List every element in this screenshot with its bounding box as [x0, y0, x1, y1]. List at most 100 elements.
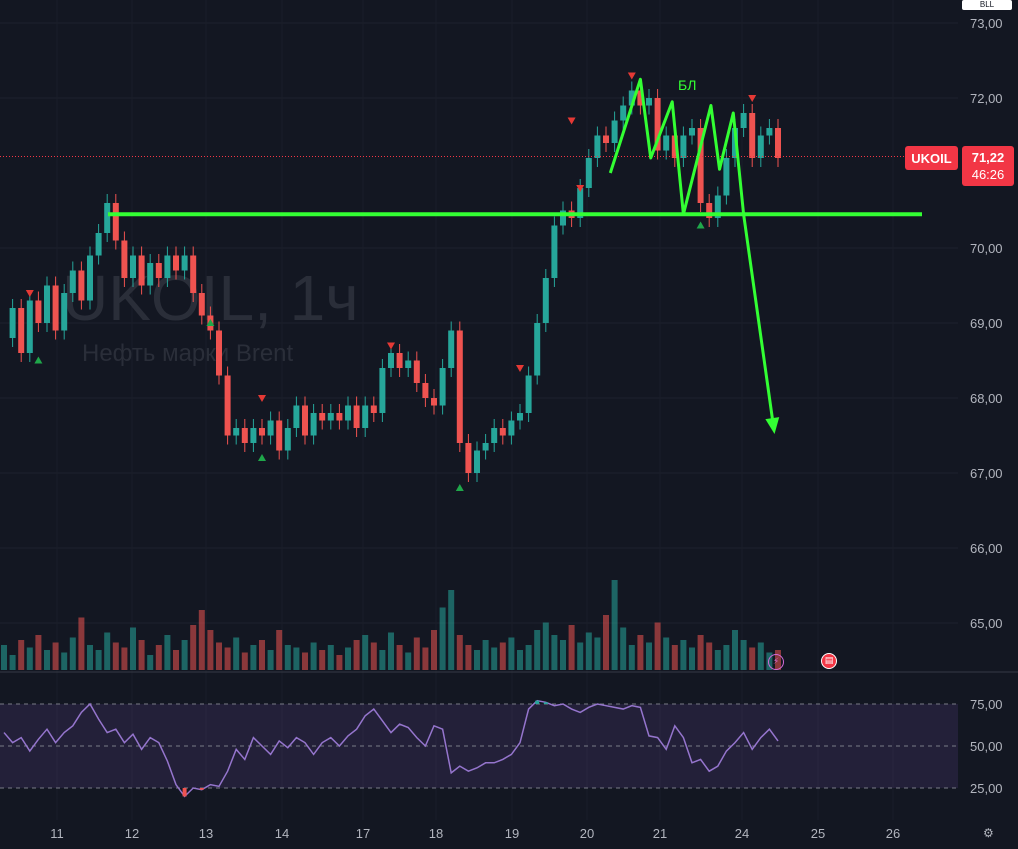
time-axis[interactable]: 11 12 13 14 17 18 19 20 21 24 25 26: [50, 826, 900, 841]
volume-bar: [482, 640, 489, 670]
price-tick-label: 68,00: [970, 391, 1003, 406]
volume-bar: [284, 645, 291, 670]
us-flag-icon[interactable]: ▤: [821, 653, 837, 669]
price-tick-label: 72,00: [970, 91, 1003, 106]
candle-body: [628, 90, 635, 106]
sell-signal-marker: [567, 117, 576, 125]
candle-body: [517, 413, 523, 421]
watermark-subtitle: Нефть марки Brent: [82, 340, 294, 367]
candle-body: [551, 225, 558, 278]
volume-bar: [654, 622, 661, 670]
volume-bar: [560, 640, 566, 670]
candle-body: [706, 203, 713, 218]
candle-body: [362, 405, 369, 428]
candle-body: [259, 428, 265, 436]
volume-bar: [474, 650, 480, 670]
volume-bar: [577, 642, 584, 670]
time-tick-label: 14: [275, 826, 289, 841]
volume-bar: [61, 652, 68, 670]
volume-bar: [353, 640, 360, 670]
signal-markers: [25, 72, 757, 491]
candle-body: [155, 263, 162, 278]
candle-body: [723, 158, 730, 196]
volume-bar: [405, 652, 412, 670]
time-tick-label: 21: [653, 826, 667, 841]
volume-bar: [689, 647, 695, 670]
volume-bar: [130, 627, 136, 670]
candle-body: [405, 360, 412, 368]
volume-bar: [499, 642, 506, 670]
candle-body: [637, 90, 644, 106]
candle-body: [542, 278, 549, 323]
buy-signal-marker: [258, 454, 266, 461]
candle-body: [284, 428, 291, 451]
volume-bar: [233, 637, 240, 670]
candle-body: [671, 135, 678, 158]
volume-bar: [431, 630, 437, 670]
volume-bar: [147, 655, 154, 670]
volume-bar: [732, 630, 738, 670]
head-and-shoulders-pattern[interactable]: [608, 77, 776, 429]
candle-body: [585, 158, 592, 188]
price-grid: [0, 22, 958, 624]
price-tick-label: 73,00: [970, 16, 1003, 31]
volume-bar: [508, 637, 515, 670]
buy-signal-marker: [696, 221, 705, 229]
volume-bar: [35, 635, 42, 670]
settings-gear-icon[interactable]: ⚙: [983, 826, 994, 840]
volume-bar: [413, 637, 420, 670]
volume-bar: [104, 632, 111, 670]
rsi-tick-label: 75,00: [970, 697, 1003, 712]
volume-bar: [396, 645, 403, 670]
candle-body: [714, 195, 721, 218]
candle-body: [663, 135, 670, 151]
rsi-overbought-fill: [182, 700, 548, 797]
volume-bar: [620, 627, 627, 670]
volume-bar: [542, 622, 549, 670]
candles[interactable]: [9, 81, 781, 483]
candle-body: [250, 428, 257, 443]
volume-bar: [112, 642, 119, 670]
candle-body: [18, 308, 25, 353]
candle-body: [233, 428, 240, 436]
volume-bar: [336, 655, 343, 670]
price-axis[interactable]: 73,00 72,00 70,00 69,00 68,00 67,00 66,00 65,00: [970, 16, 1003, 631]
volume-bar: [594, 637, 601, 670]
candle-body: [370, 405, 377, 413]
volume-bar: [603, 615, 609, 670]
volume-bar: [517, 650, 523, 670]
candle-body: [534, 323, 541, 376]
candle-body: [198, 293, 205, 316]
volume-bar: [585, 632, 592, 670]
candle-body: [775, 128, 781, 158]
volume-bar: [181, 640, 188, 670]
volume-bar: [628, 645, 635, 670]
candle-body: [345, 405, 351, 421]
candle-body: [336, 413, 343, 421]
symbol-badge[interactable]: UKOIL: [905, 146, 958, 170]
candle-body: [9, 308, 16, 338]
volume-bar: [706, 642, 713, 670]
volume-bar: [714, 650, 721, 670]
candle-body: [413, 360, 420, 383]
candle-body: [508, 420, 515, 436]
bar-countdown: 46:26: [971, 167, 1005, 182]
rsi-axis[interactable]: 75,00 50,00 25,00: [970, 697, 1003, 796]
volume-bar: [568, 625, 575, 670]
flash-icon[interactable]: ⚡: [768, 654, 784, 670]
volume-bar: [379, 650, 386, 670]
volume-bar: [551, 635, 558, 670]
sell-signal-marker: [576, 185, 585, 192]
buy-signal-marker: [455, 484, 464, 491]
volume-bar: [749, 647, 756, 670]
pattern-label: БЛ: [678, 77, 696, 93]
price-tick-label: 65,00: [970, 616, 1003, 631]
volume-bar: [646, 642, 652, 670]
candle-body: [35, 300, 42, 323]
volume-bar: [190, 625, 197, 670]
time-tick-label: 19: [505, 826, 519, 841]
volume-bar: [448, 590, 455, 670]
volume-bar: [302, 652, 308, 670]
sell-signal-marker: [627, 72, 636, 80]
